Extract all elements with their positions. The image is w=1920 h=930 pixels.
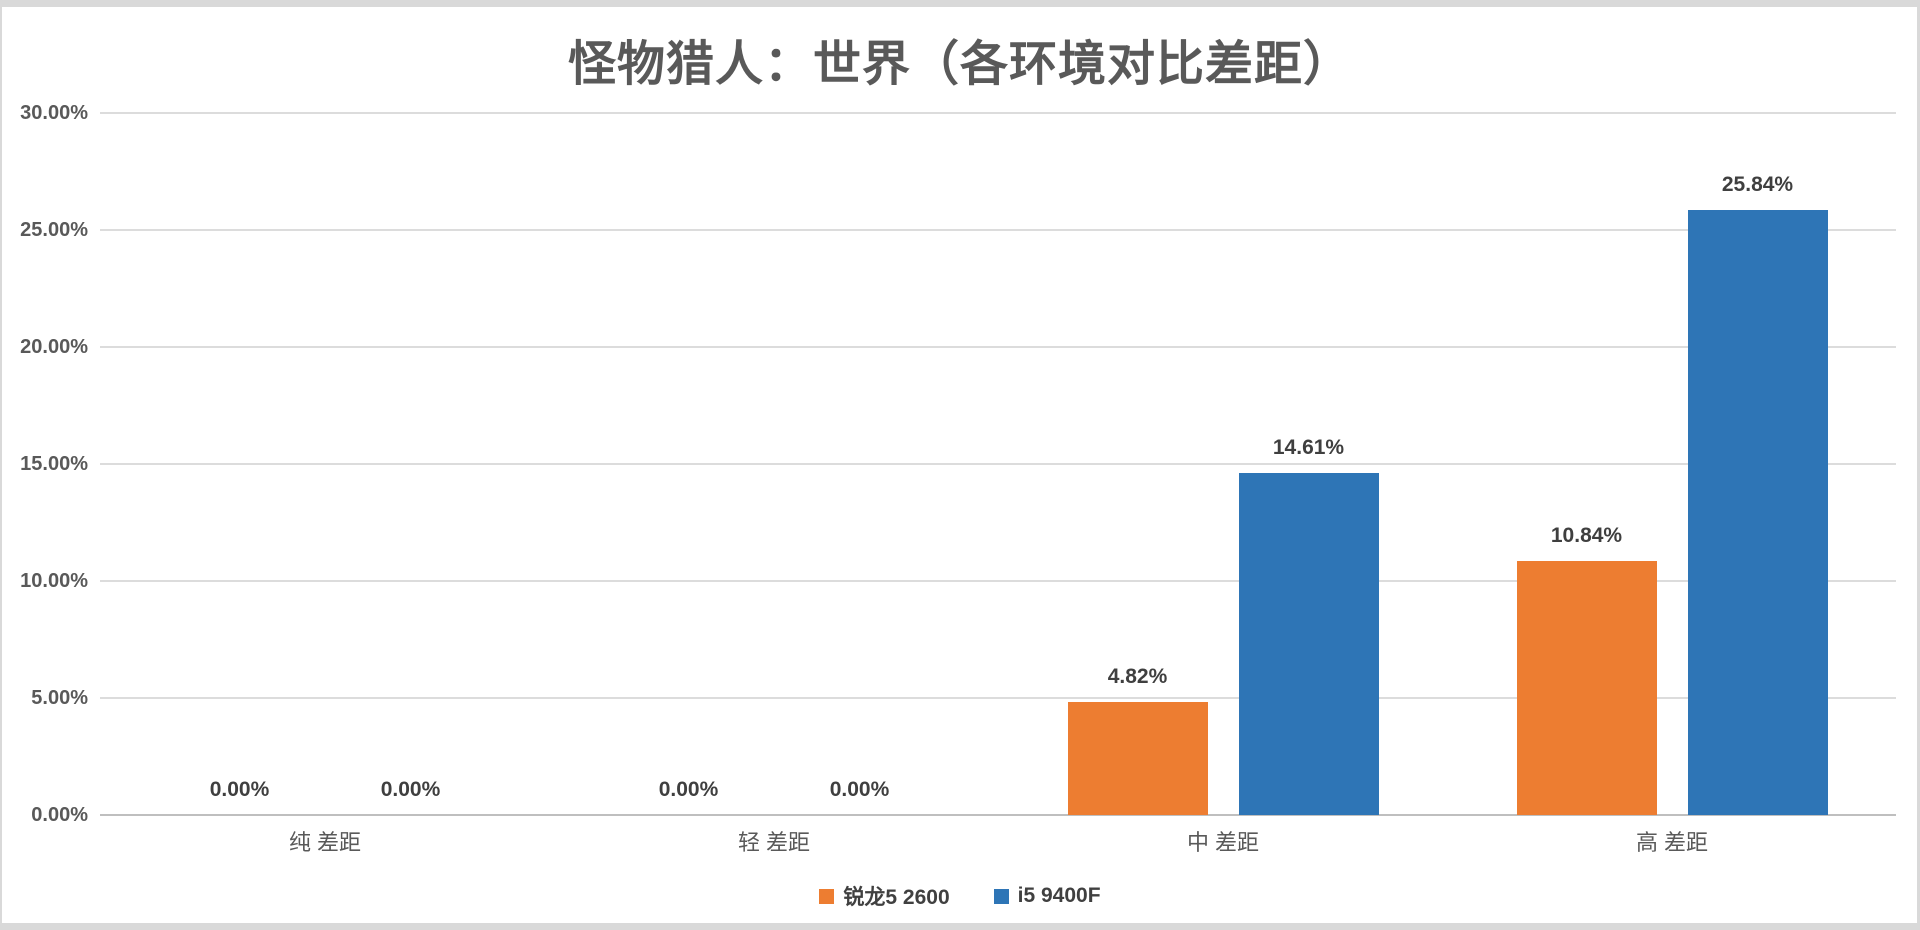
bar-series2 xyxy=(1238,473,1379,815)
x-axis-line xyxy=(100,814,1896,816)
y-axis-tick-label: 5.00% xyxy=(31,687,88,709)
gridline xyxy=(100,346,1896,348)
bar-value-label: 10.84% xyxy=(1550,524,1623,548)
bar-value-label: 4.82% xyxy=(1107,665,1168,689)
gridline xyxy=(100,463,1896,465)
bar-value-label: 25.84% xyxy=(1721,173,1794,197)
frame-border-right xyxy=(1917,0,1920,930)
chart-title: 怪物猎人：世界（各环境对比差距） xyxy=(567,38,1352,91)
gridline xyxy=(100,229,1896,231)
bar-value-label: 14.61% xyxy=(1272,436,1345,460)
frame-border-bottom xyxy=(0,923,1920,930)
gridline xyxy=(100,580,1896,582)
bar-value-label: 0.00% xyxy=(658,778,719,801)
legend-item-series1: 锐龙5 2600 xyxy=(819,881,950,911)
frame-border-top xyxy=(0,0,1920,7)
legend-label: i5 9400F xyxy=(1017,884,1101,907)
legend: 锐龙5 2600 i5 9400F xyxy=(0,881,1920,911)
y-axis-tick-label: 0.00% xyxy=(31,804,88,826)
gridline xyxy=(100,697,1896,699)
frame-border-left xyxy=(0,0,2,930)
y-axis-tick-label: 25.00% xyxy=(20,219,88,241)
legend-swatch-icon xyxy=(993,888,1009,904)
y-axis-tick-label: 30.00% xyxy=(20,102,88,124)
legend-item-series2: i5 9400F xyxy=(993,884,1101,908)
x-axis-category-label: 中 差距 xyxy=(1186,830,1260,855)
y-axis-tick-label: 20.00% xyxy=(20,336,88,358)
y-axis-tick-label: 15.00% xyxy=(20,453,88,475)
bar-series2 xyxy=(1687,210,1828,815)
gridline xyxy=(100,112,1896,114)
bar-series1 xyxy=(1067,702,1208,815)
y-axis-tick-label: 10.00% xyxy=(20,570,88,592)
bar-value-label: 0.00% xyxy=(209,778,270,801)
x-axis-category-label: 轻 差距 xyxy=(737,830,811,855)
legend-swatch-icon xyxy=(819,888,835,904)
x-axis-category-label: 高 差距 xyxy=(1635,830,1709,855)
bar-value-label: 0.00% xyxy=(380,778,441,801)
legend-label: 锐龙5 2600 xyxy=(843,886,950,909)
x-axis-category-label: 纯 差距 xyxy=(288,830,362,855)
bar-value-label: 0.00% xyxy=(829,778,890,801)
bar-series1 xyxy=(1516,561,1657,815)
